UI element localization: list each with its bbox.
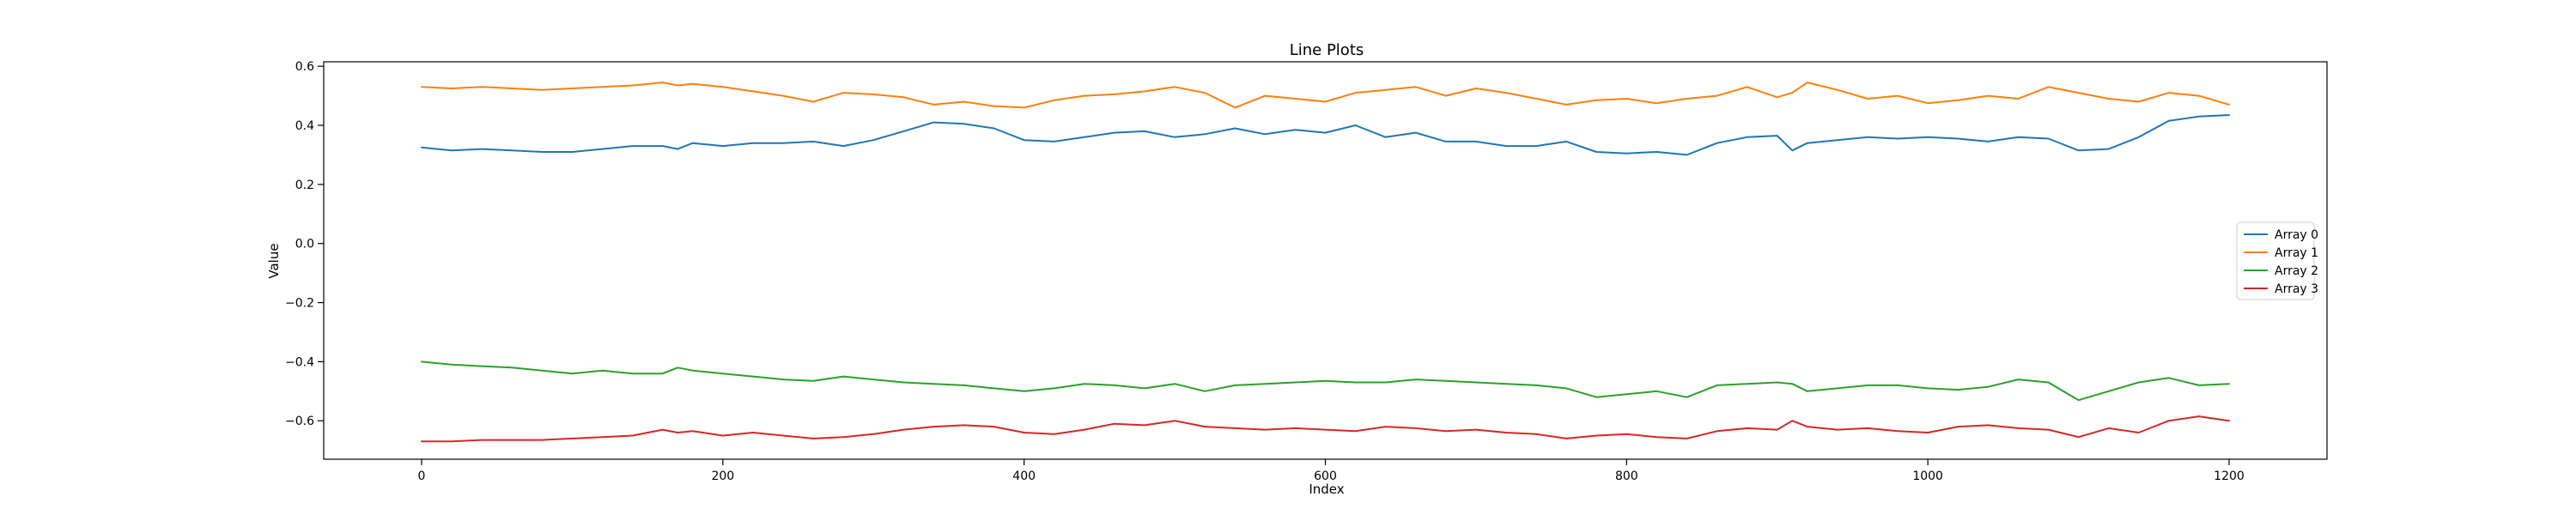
x-tick-label: 200 <box>711 470 734 483</box>
y-tick-label: −0.2 <box>285 297 314 311</box>
series-line-array-2 <box>421 360 2230 402</box>
x-tick-label: 800 <box>1615 470 1638 483</box>
x-tick-label: 600 <box>1314 470 1337 483</box>
legend-label: Array 0 <box>2275 228 2318 242</box>
y-axis-label: Value <box>266 243 282 278</box>
y-tick-label: −0.4 <box>285 355 314 369</box>
x-axis-label: Index <box>1309 482 1344 497</box>
legend-label: Array 1 <box>2275 246 2318 260</box>
series-line-array-3 <box>421 415 2230 443</box>
legend-frame <box>2236 221 2315 300</box>
y-tick-label: 0.4 <box>295 119 314 133</box>
x-tick-label: 1000 <box>1912 470 1943 483</box>
legend-label: Array 3 <box>2275 282 2318 296</box>
y-tick-label: 0.2 <box>295 179 314 192</box>
x-tick-label: 400 <box>1012 470 1036 483</box>
y-tick-label: 0.0 <box>295 238 314 251</box>
series-layer <box>421 82 2230 443</box>
y-tick-label: 0.6 <box>295 60 314 74</box>
legend: Array 0 Array 1 Array 2 Array 3 <box>2236 221 2318 300</box>
series-line-array-0 <box>421 114 2230 156</box>
y-axis: 0.6 0.4 0.2 0.0 −0.2 −0.4 −0.6 <box>285 60 324 428</box>
legend-label: Array 2 <box>2275 264 2318 278</box>
x-tick-label: 1200 <box>2214 470 2245 483</box>
y-tick-label: −0.6 <box>285 415 314 428</box>
plot-frame <box>323 61 2328 460</box>
series-line-array-1 <box>421 82 2230 109</box>
x-tick-label: 0 <box>418 470 426 483</box>
x-axis: 0 200 400 600 800 1000 1200 <box>418 459 2245 483</box>
chart-title: Line Plots <box>1290 41 1364 59</box>
